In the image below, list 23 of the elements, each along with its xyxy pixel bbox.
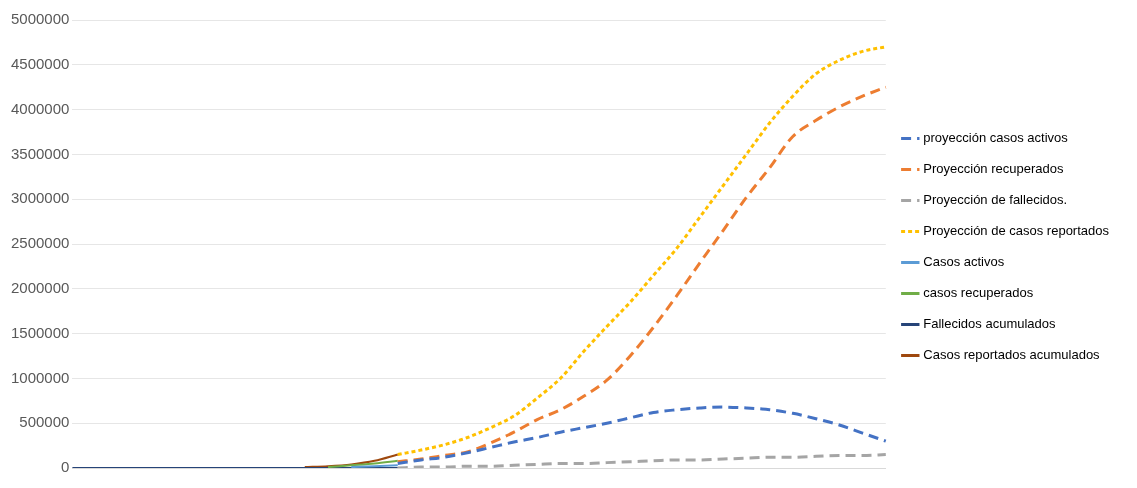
y-tick-label: 4000000 — [10, 99, 70, 117]
legend-label: Proyección de casos reportados — [923, 223, 1110, 239]
legend-label: proyección casos activos — [923, 130, 1069, 146]
legend-label: Proyección recuperados — [923, 161, 1064, 177]
line-series — [396, 405, 888, 466]
legend-label: casos recuperados — [923, 285, 1034, 301]
y-tick-label: 1000000 — [10, 368, 70, 386]
y-tick-label: 3500000 — [10, 144, 70, 162]
legend-label: Fallecidos acumulados — [923, 316, 1057, 332]
legend-label: Casos activos — [923, 254, 1005, 270]
legend-label: Casos reportados acumulados — [923, 347, 1101, 363]
legend-label: Proyección de fallecidos. — [923, 192, 1068, 208]
y-tick-label: 0 — [61, 458, 70, 476]
y-tick-label: 3000000 — [10, 189, 70, 207]
line-series — [327, 459, 399, 468]
y-tick-label: 5000000 — [10, 10, 70, 28]
y-tick-label: 1500000 — [10, 323, 70, 341]
y-tick-label: 2500000 — [10, 234, 70, 252]
y-tick-label: 4500000 — [10, 54, 70, 72]
y-tick-label: 2000000 — [10, 278, 70, 296]
line-series — [303, 453, 399, 468]
line-series — [396, 453, 888, 468]
y-tick-label: 500000 — [19, 413, 70, 431]
